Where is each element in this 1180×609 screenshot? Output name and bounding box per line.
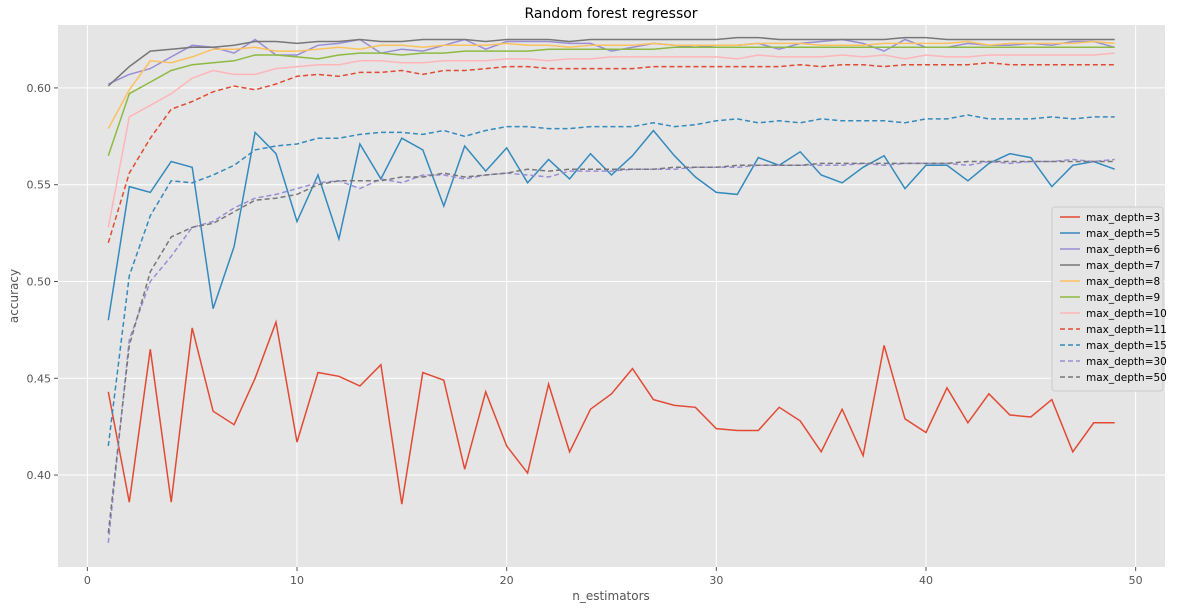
legend-label: max_depth=50 [1086, 372, 1167, 384]
y-tick-label: 0.60 [27, 82, 52, 95]
x-tick-labels: 0 10 20 30 40 50 [84, 574, 1143, 587]
y-tick-label: 0.40 [27, 469, 52, 482]
legend-label: max_depth=9 [1086, 292, 1160, 304]
legend-label: max_depth=6 [1086, 244, 1160, 256]
series-line-max-depth-9 [107, 46, 1115, 156]
series-line-max-depth-3 [107, 319, 1115, 505]
x-tick-label: 20 [500, 574, 514, 587]
y-tick-labels: 0.40 0.45 0.50 0.55 0.60 [27, 82, 52, 482]
legend-label: max_depth=8 [1086, 276, 1160, 288]
series-line-max-depth-30 [107, 158, 1115, 543]
series-lines [107, 36, 1115, 543]
plot-background [58, 25, 1165, 567]
legend-label: max_depth=5 [1086, 228, 1160, 240]
legend-label: max_depth=10 [1086, 308, 1167, 320]
y-tick-label: 0.45 [27, 372, 52, 385]
x-axis-label: n_estimators [572, 589, 650, 603]
series-line-max-depth-11 [107, 61, 1115, 244]
y-axis-label: accuracy [7, 269, 21, 323]
y-tick-label: 0.55 [27, 179, 52, 192]
legend-label: max_depth=3 [1086, 212, 1160, 224]
chart-title: Random forest regressor [524, 6, 697, 22]
series-line-max-depth-5 [107, 129, 1115, 321]
x-tick-label: 50 [1129, 574, 1143, 587]
y-tick-label: 0.50 [27, 275, 52, 288]
legend: max_depth=3 max_depth=5 max_depth=6 max_dep… [1051, 206, 1167, 392]
legend-label: max_depth=11 [1086, 324, 1167, 336]
series-line-max-depth-15 [107, 114, 1115, 447]
x-tick-label: 40 [919, 574, 933, 587]
series-line-max-depth-10 [107, 52, 1115, 228]
series-line-max-depth-50 [107, 160, 1115, 534]
series-line-max-depth-7 [107, 36, 1115, 87]
legend-label: max_depth=15 [1086, 340, 1167, 352]
x-tick-label: 10 [290, 574, 304, 587]
legend-label: max_depth=7 [1086, 260, 1160, 272]
x-tick-label: 0 [84, 574, 91, 587]
series-line-max-depth-8 [107, 40, 1115, 129]
legend-label: max_depth=30 [1086, 356, 1167, 368]
x-tick-label: 30 [709, 574, 723, 587]
